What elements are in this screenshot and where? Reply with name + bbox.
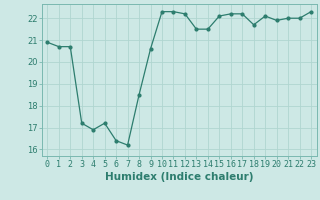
X-axis label: Humidex (Indice chaleur): Humidex (Indice chaleur)	[105, 172, 253, 182]
